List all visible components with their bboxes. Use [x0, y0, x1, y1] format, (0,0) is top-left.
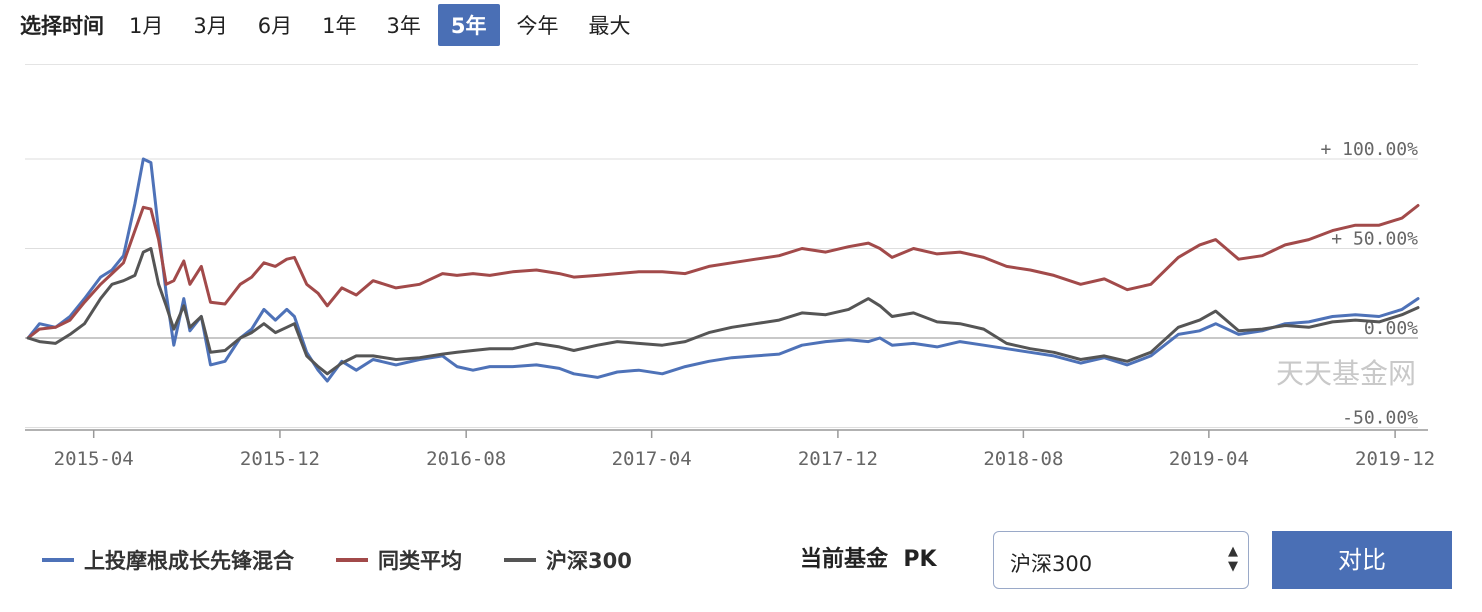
- x-tick-label-0: 2015-04: [54, 448, 134, 470]
- compare-button[interactable]: 对比: [1272, 531, 1452, 589]
- x-tick-label-2: 2016-08: [426, 448, 506, 470]
- range-option-max[interactable]: 最大: [588, 14, 631, 38]
- top-divider: [25, 64, 1418, 65]
- series-line-0: [26, 157, 1420, 383]
- x-tick-label-7: 2019-12: [1355, 448, 1435, 470]
- pk-label: 当前基金 PK: [800, 547, 937, 572]
- legend-swatch-fund: [42, 558, 74, 562]
- range-option-5y[interactable]: 5年: [437, 4, 500, 46]
- range-selector: 选择时间 1月 3月 6月 1年 3年 5年 今年 最大: [20, 0, 648, 50]
- range-title: 选择时间: [20, 14, 104, 38]
- y-tick-labels: + 100.00%+ 50.00%0.00%-50.00%: [1320, 139, 1418, 429]
- legend-item-fund[interactable]: 上投摩根成长先锋混合: [42, 545, 294, 575]
- legend-swatch-index: [504, 558, 536, 562]
- legend-item-index[interactable]: 沪深300: [504, 545, 632, 575]
- legend-item-peer[interactable]: 同类平均: [336, 545, 462, 575]
- legend-label-fund: 上投摩根成长先锋混合: [84, 549, 294, 573]
- x-axis: 2015-04 2015-12 2016-08 2017-04 2017-12 2018-…: [25, 429, 1435, 470]
- x-tick-label-4: 2017-12: [798, 448, 878, 470]
- x-tick-label-3: 2017-04: [612, 448, 692, 470]
- range-option-ytd[interactable]: 今年: [516, 14, 559, 38]
- range-option-1m[interactable]: 1月: [129, 14, 164, 38]
- legend-swatch-peer: [336, 558, 368, 562]
- range-option-3m[interactable]: 3月: [193, 14, 228, 38]
- legend-label-index: 沪深300: [546, 549, 632, 573]
- range-option-1y[interactable]: 1年: [322, 14, 357, 38]
- watermark: 天天基金网: [1276, 357, 1416, 390]
- series-line-2: [26, 247, 1420, 376]
- select-arrows-icon: ▲ ▼: [1228, 544, 1238, 574]
- chart: + 100.00%+ 50.00%0.00%-50.00% 天天基金网 2015…: [25, 139, 1435, 470]
- series-line-1: [26, 204, 1420, 340]
- compare-target-select[interactable]: 沪深300 ▲ ▼: [993, 531, 1249, 589]
- range-option-6m[interactable]: 6月: [257, 14, 293, 38]
- series-lines: [26, 157, 1420, 383]
- y-tick-label-3: -50.00%: [1342, 408, 1418, 429]
- grid-lines: [25, 158, 1418, 428]
- y-tick-label-1: + 50.00%: [1331, 229, 1418, 250]
- legend: 上投摩根成长先锋混合 同类平均 沪深300: [42, 540, 674, 580]
- x-tick-label-5: 2018-08: [983, 448, 1063, 470]
- compare-target-value: 沪深300: [1010, 552, 1093, 576]
- y-tick-label-0: + 100.00%: [1320, 139, 1418, 160]
- legend-label-peer: 同类平均: [378, 549, 462, 573]
- range-option-3y[interactable]: 3年: [386, 14, 421, 38]
- x-tick-label-6: 2019-04: [1169, 448, 1249, 470]
- x-tick-label-1: 2015-12: [240, 448, 320, 470]
